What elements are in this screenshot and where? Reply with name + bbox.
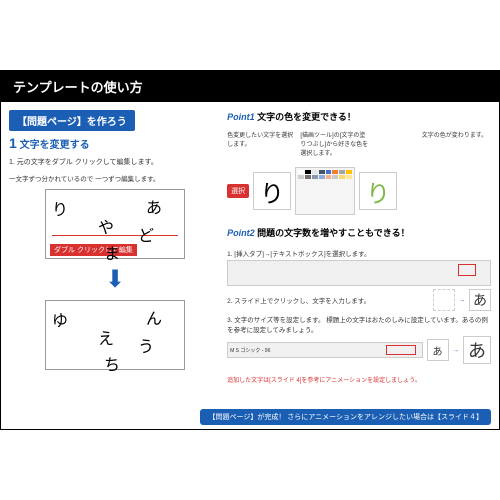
ribbon-highlight: [458, 264, 476, 276]
red-note: 追加した文字は[スライド 4]を参考にアニメーションを設定しましょう。: [227, 375, 491, 384]
sample-box-2[interactable]: ゆんえうち: [45, 300, 185, 370]
point2-header: Point2 問題の文字数を増やすこともできる！: [227, 226, 491, 239]
p2-step1: 1. [挿入タブ]→[テキストボックス]を選択します。: [227, 248, 491, 286]
arrow-right-icon: →: [459, 297, 466, 304]
step1-desc: 1. 元の文字をダブル クリックして編集します。: [9, 157, 221, 167]
char-small-a2: あ: [427, 339, 449, 361]
point1-row: 色変更したい文字を選択します。 [描画ツール]の[文字の塗りつぶし]から好きな色…: [227, 130, 491, 157]
step1-title: 1 文字を変更する: [9, 135, 221, 151]
char-large-a: あ: [463, 336, 491, 364]
step1-hint: 一文字ずつ分かれているので 一つずつ編集します。: [9, 173, 221, 183]
char-preview-black[interactable]: り: [253, 172, 291, 210]
char-dotted[interactable]: [433, 289, 455, 311]
p2-step3: 3. 文字のサイズ等を設定します。 標題上の文字はおたのしみに設定しています。あ…: [227, 314, 491, 364]
page-root: テンプレートの使い方 【問題ページ】を作ろう 1 文字を変更する 1. 元の文字…: [0, 70, 500, 430]
title-bar: テンプレートの使い方: [1, 71, 499, 102]
p2-step2: 2. スライド上でクリックし、文字を入力します。 → あ: [227, 289, 491, 311]
sample-box-1[interactable]: ダブル クリックして編集 りあやどま: [45, 189, 185, 259]
char-small-a[interactable]: あ: [469, 289, 491, 311]
arrow-down-icon: ⬇: [9, 265, 221, 294]
select-badge: 選択: [227, 184, 249, 198]
section-header: 【問題ページ】を作ろう: [9, 110, 135, 131]
right-column: Point1 文字の色を変更できる！ 色変更したい文字を選択します。 [描画ツー…: [227, 110, 491, 424]
left-column: 【問題ページ】を作ろう 1 文字を変更する 1. 元の文字をダブル クリックして…: [9, 110, 221, 424]
p1-desc2: [描画ツール]の[文字の塗りつぶし]から好きな色を選択します。: [300, 130, 369, 157]
underline: [52, 235, 178, 236]
content-area: 【問題ページ】を作ろう 1 文字を変更する 1. 元の文字をダブル クリックして…: [1, 102, 499, 430]
char-preview-colored: り: [359, 172, 397, 210]
point1-header: Point1 文字の色を変更できる！: [227, 110, 491, 123]
point2-steps: 1. [挿入タブ]→[テキストボックス]を選択します。 2. スライド上でクリッ…: [227, 245, 491, 367]
footer-note: 【問題ページ】が完成！ さらにアニメーションをアレンジしたい場合は【スライド４】: [200, 409, 491, 425]
arrow-right-icon: →: [453, 347, 460, 354]
p1-desc3: 文字の色が変わります。: [422, 130, 491, 139]
color-palette[interactable]: [295, 167, 355, 215]
p1-desc1: 色変更したい文字を選択します。: [227, 130, 296, 148]
double-click-label: ダブル クリックして編集: [50, 244, 137, 256]
font-toolbar[interactable]: M S ゴシック - 96: [227, 342, 422, 358]
ribbon-1[interactable]: [227, 260, 491, 286]
